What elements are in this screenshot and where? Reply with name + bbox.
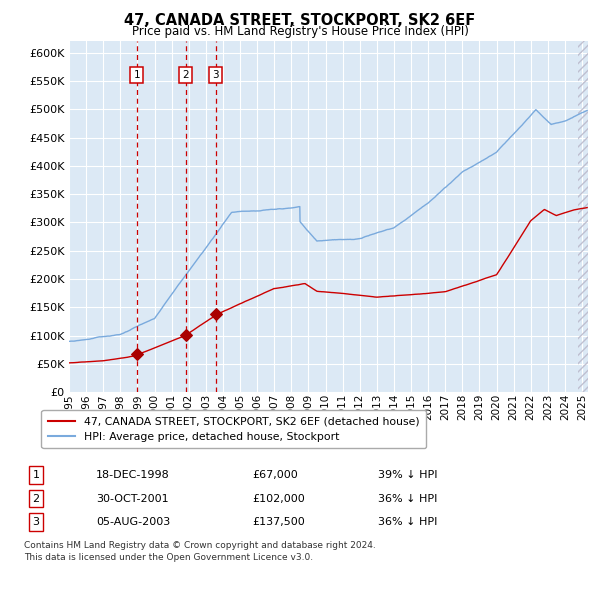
Text: This data is licensed under the Open Government Licence v3.0.: This data is licensed under the Open Gov… [24,553,313,562]
Bar [578,41,588,392]
Text: 47, CANADA STREET, STOCKPORT, SK2 6EF: 47, CANADA STREET, STOCKPORT, SK2 6EF [124,13,476,28]
Text: 05-AUG-2003: 05-AUG-2003 [96,517,170,527]
Text: 3: 3 [32,517,40,527]
Text: 2: 2 [32,494,40,503]
Bar [578,41,588,392]
Point [132,350,142,359]
Text: 18-DEC-1998: 18-DEC-1998 [96,470,170,480]
Text: Contains HM Land Registry data © Crown copyright and database right 2024.: Contains HM Land Registry data © Crown c… [24,541,376,550]
Text: £67,000: £67,000 [252,470,298,480]
Text: £137,500: £137,500 [252,517,305,527]
Text: 3: 3 [212,70,219,80]
Point [181,330,191,339]
Text: 39% ↓ HPI: 39% ↓ HPI [378,470,437,480]
Text: 30-OCT-2001: 30-OCT-2001 [96,494,169,503]
Text: 36% ↓ HPI: 36% ↓ HPI [378,517,437,527]
Text: £102,000: £102,000 [252,494,305,503]
Point [211,310,221,319]
Legend: 47, CANADA STREET, STOCKPORT, SK2 6EF (detached house), HPI: Average price, deta: 47, CANADA STREET, STOCKPORT, SK2 6EF (d… [41,410,426,448]
Text: Price paid vs. HM Land Registry's House Price Index (HPI): Price paid vs. HM Land Registry's House … [131,25,469,38]
Text: 2: 2 [182,70,189,80]
Text: 1: 1 [32,470,40,480]
Text: 36% ↓ HPI: 36% ↓ HPI [378,494,437,503]
Text: 1: 1 [133,70,140,80]
